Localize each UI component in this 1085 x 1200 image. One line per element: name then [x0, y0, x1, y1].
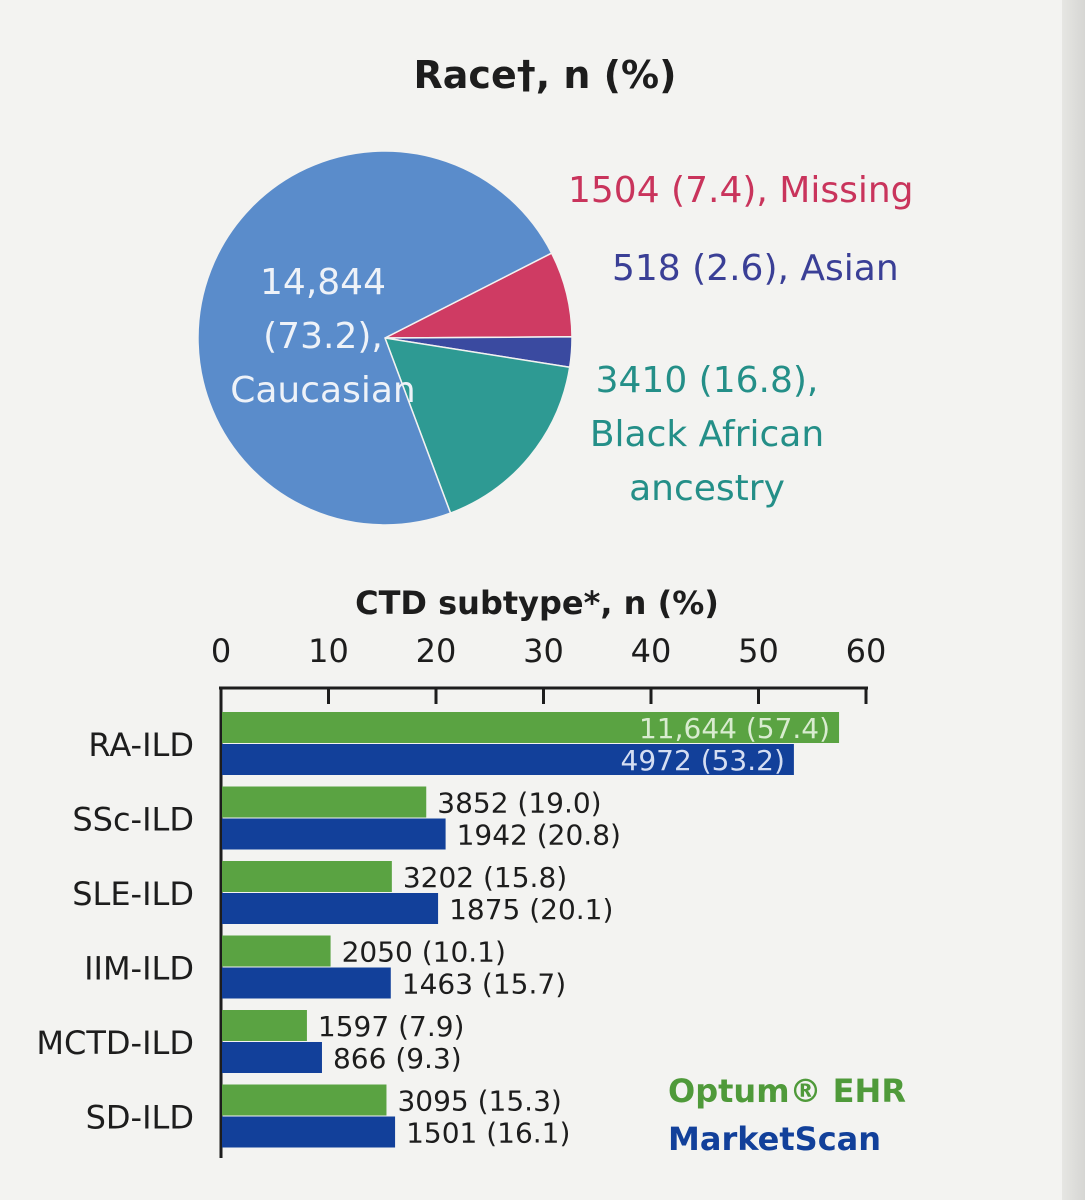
x-tick-label-40: 40 — [631, 632, 672, 670]
bar-optum-sle-ild — [222, 861, 392, 892]
bar-label-marketscan-ssc-ild: 1942 (20.8) — [457, 819, 621, 852]
bar-optum-mctd-ild — [222, 1010, 307, 1041]
bar-marketscan-sd-ild — [222, 1116, 396, 1148]
bar-optum-sd-ild — [222, 1084, 387, 1116]
pie-title: Race†, n (%) — [414, 53, 677, 97]
race-pie-chart — [197, 150, 573, 526]
x-tick-label-50: 50 — [738, 632, 779, 670]
bar-label-marketscan-sle-ild: 1875 (20.1) — [449, 893, 613, 926]
category-label-ssc-ild: SSc-ILD — [72, 801, 194, 839]
bar-optum-ssc-ild — [222, 786, 427, 818]
pie-label-caucasian-line-3: Caucasian — [230, 370, 416, 411]
pie-label-black-line-2: Black African — [590, 414, 824, 455]
bar-label-marketscan-sd-ild: 1501 (16.1) — [406, 1117, 570, 1150]
pie-label-asian: 518 (2.6), Asian — [612, 248, 899, 289]
panel-edge — [1062, 0, 1085, 1200]
pie-label-missing: 1504 (7.4), Missing — [568, 170, 914, 211]
legend-optum: Optum® EHR — [668, 1072, 906, 1110]
bar-x-axis: 0 10 20 30 40 50 60 — [211, 632, 887, 1158]
bar-label-optum-ssc-ild: 3852 (19.0) — [437, 787, 601, 820]
bar-label-optum-iim-ild: 2050 (10.1) — [342, 936, 506, 969]
bar-legend: Optum® EHR MarketScan — [668, 1072, 906, 1158]
category-label-sd-ild: SD-ILD — [86, 1099, 194, 1137]
category-label-ra-ild: RA-ILD — [88, 726, 194, 764]
bar-marketscan-iim-ild — [222, 967, 391, 999]
bar-label-marketscan-mctd-ild: 866 (9.3) — [333, 1042, 462, 1075]
x-tick-label-20: 20 — [416, 632, 457, 670]
bar-label-optum-mctd-ild: 1597 (7.9) — [318, 1010, 465, 1043]
category-label-iim-ild: IIM-ILD — [84, 950, 194, 988]
bar-marketscan-mctd-ild — [222, 1042, 322, 1073]
x-tick-label-0: 0 — [211, 632, 231, 670]
bar-label-optum-sle-ild: 3202 (15.8) — [403, 861, 567, 894]
x-tick-label-30: 30 — [523, 632, 564, 670]
pie-label-caucasian-line-1: 14,844 — [260, 262, 386, 303]
bar-label-marketscan-ra-ild: 4972 (53.2) — [621, 744, 785, 777]
x-tick-label-60: 60 — [846, 632, 887, 670]
pie-label-black-line-3: ancestry — [629, 468, 785, 509]
bar-chart-title: CTD subtype*, n (%) — [355, 584, 719, 622]
bar-label-optum-sd-ild: 3095 (15.3) — [397, 1085, 561, 1118]
pie-slice-caucasian — [197, 150, 553, 526]
bar-optum-iim-ild — [222, 935, 331, 967]
bar-optum-ra-ild — [222, 712, 840, 743]
category-label-mctd-ild: MCTD-ILD — [36, 1024, 194, 1062]
ctd-bar-chart: RA-ILD 11,644 (57.4)4972 (53.2) SSc-ILD 385… — [36, 712, 840, 1150]
pie-slice-black — [383, 337, 571, 515]
legend-marketscan: MarketScan — [668, 1120, 881, 1158]
bar-marketscan-ra-ild — [222, 744, 794, 775]
pie-label-black-line-1: 3410 (16.8), — [596, 360, 819, 401]
race-pie-labels: 1504 (7.4), Missing 518 (2.6), Asian 3410 … — [230, 170, 913, 509]
pie-label-caucasian-line-2: (73.2), — [263, 316, 383, 357]
bar-marketscan-sle-ild — [222, 893, 439, 924]
category-label-sle-ild: SLE-ILD — [72, 875, 194, 913]
bar-marketscan-ssc-ild — [222, 818, 446, 850]
x-tick-label-10: 10 — [308, 632, 349, 670]
bar-label-optum-ra-ild: 11,644 (57.4) — [639, 712, 830, 745]
bar-label-marketscan-iim-ild: 1463 (15.7) — [402, 968, 566, 1001]
